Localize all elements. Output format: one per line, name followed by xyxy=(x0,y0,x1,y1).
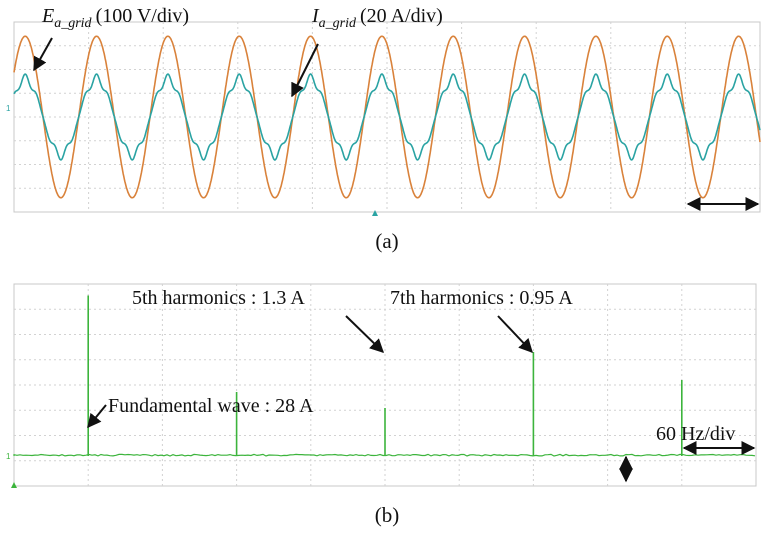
panel-a-grid xyxy=(14,22,760,212)
current-label-main: I xyxy=(311,5,320,27)
annotation-7th-arrow xyxy=(497,315,533,354)
noise-floor xyxy=(13,453,756,457)
current-label-arrow xyxy=(291,43,319,98)
panel-b-spectrum: Fundamental wave : 28 A 5th harmonics : … xyxy=(6,283,757,527)
panel-b-trigger-marker xyxy=(11,482,17,488)
voltage-label-sub: a_grid xyxy=(54,16,92,31)
annotation-5th: 5th harmonics : 1.3 A xyxy=(132,287,305,309)
caption-b: (b) xyxy=(375,503,400,527)
current-label-sub: a_grid xyxy=(319,16,357,31)
voltage-label-scale: (100 V/div) xyxy=(96,5,190,27)
current-label: Ia_grid (20 A/div) xyxy=(311,5,443,31)
panel-a-ground-marker: 1 xyxy=(6,104,11,113)
panel-a-traces xyxy=(13,35,761,199)
voltage-label-arrow xyxy=(33,37,53,72)
panel-b-bars xyxy=(13,295,756,457)
caption-a: (a) xyxy=(375,229,398,253)
annotation-5th-arrow xyxy=(345,315,385,353)
trigger-marker xyxy=(372,210,378,216)
voltage-trace xyxy=(13,35,761,199)
current-trace xyxy=(13,73,761,161)
current-label-scale: (20 A/div) xyxy=(360,5,443,27)
panel-a-time-waveform: Ea_grid (100 V/div) Ia_grid (20 A/div) 1 (… xyxy=(6,5,761,253)
annotation-7th: 7th harmonics : 0.95 A xyxy=(390,287,573,309)
voltage-label: Ea_grid (100 V/div) xyxy=(41,5,189,31)
annotation-fundamental: Fundamental wave : 28 A xyxy=(108,395,314,417)
panel-b-ground-marker: 1 xyxy=(6,452,11,461)
annotation-fundamental-arrow xyxy=(87,404,107,429)
voltage-label-main: E xyxy=(41,5,54,27)
frequency-scale-label: 60 Hz/div xyxy=(656,423,735,445)
